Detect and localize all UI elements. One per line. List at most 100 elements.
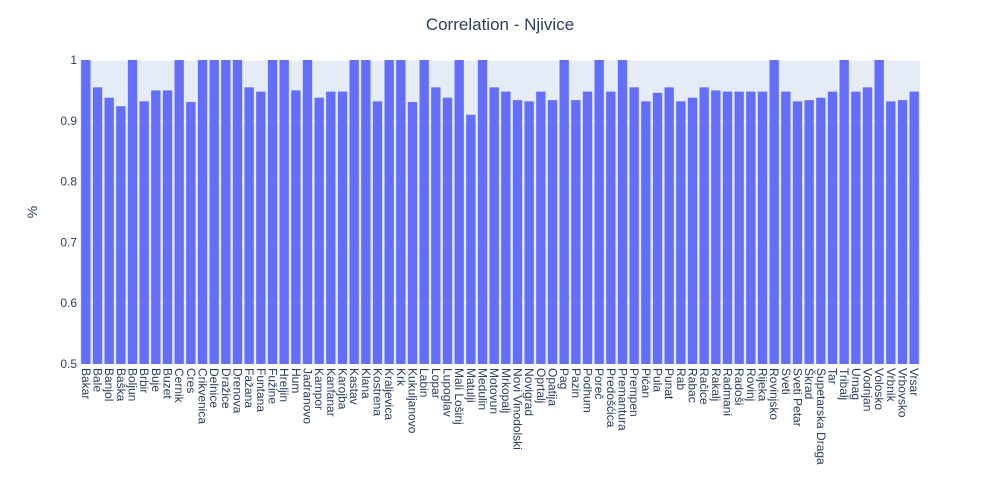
x-tick-label: Lupoglav — [441, 368, 455, 417]
bar[interactable] — [162, 90, 173, 365]
bar[interactable] — [127, 60, 138, 364]
bar[interactable] — [769, 60, 779, 364]
bar[interactable] — [909, 91, 919, 364]
bar[interactable] — [512, 100, 523, 365]
x-tick-label: Supetarska Draga — [814, 368, 828, 465]
bar[interactable] — [559, 60, 569, 364]
bar[interactable] — [886, 101, 896, 365]
bar[interactable] — [291, 90, 301, 365]
x-tick-label: Karojba — [336, 368, 350, 410]
bar[interactable] — [302, 60, 313, 364]
x-tick-label: Vrbovsko — [896, 368, 910, 418]
bar[interactable] — [839, 60, 849, 364]
bar[interactable] — [326, 91, 336, 364]
bar[interactable] — [279, 60, 289, 364]
bar[interactable] — [349, 60, 359, 364]
bar[interactable] — [862, 87, 873, 365]
bar[interactable] — [851, 91, 861, 364]
x-tick-label: Crikvenica — [196, 368, 210, 424]
bar[interactable] — [781, 91, 791, 364]
bar[interactable] — [816, 97, 826, 365]
bar[interactable] — [582, 91, 593, 364]
bar[interactable] — [617, 60, 628, 364]
bar[interactable] — [384, 60, 394, 364]
y-tick-label: 0.8 — [60, 175, 77, 189]
bar[interactable] — [606, 91, 616, 364]
bar[interactable] — [827, 91, 838, 364]
x-tick-label: Medulin — [476, 368, 490, 410]
bar[interactable] — [699, 87, 709, 365]
bar[interactable] — [337, 91, 348, 364]
bar[interactable] — [746, 91, 756, 364]
bar[interactable] — [722, 91, 733, 364]
bar[interactable] — [571, 100, 581, 365]
bar[interactable] — [431, 87, 441, 365]
bar[interactable] — [104, 97, 114, 365]
bar[interactable] — [174, 60, 184, 364]
bar[interactable] — [419, 60, 429, 364]
x-tick-label: Pazin — [569, 368, 583, 398]
plot-area — [80, 60, 920, 364]
x-tick-label: Vrsar — [907, 368, 921, 396]
x-tick-label: Punat — [662, 368, 676, 400]
bar[interactable] — [466, 114, 476, 364]
bar[interactable] — [151, 90, 161, 365]
x-tick-label: Rakalj — [709, 368, 723, 401]
bar[interactable] — [547, 100, 558, 365]
bar[interactable] — [116, 106, 126, 364]
bar[interactable] — [524, 101, 534, 365]
x-tick-label: Volosko — [872, 368, 886, 410]
bar[interactable] — [676, 101, 686, 365]
bar[interactable] — [372, 101, 383, 365]
x-tick-label: Cernik — [172, 368, 186, 404]
bar[interactable] — [407, 101, 418, 365]
bar[interactable] — [641, 101, 651, 365]
bar[interactable] — [874, 60, 884, 364]
chart-title: Correlation - Njivice — [426, 15, 574, 34]
bar[interactable] — [232, 60, 243, 364]
x-tick-label: Lopar — [429, 368, 443, 399]
y-tick-label: 0.5 — [60, 357, 77, 371]
bar[interactable] — [477, 60, 488, 364]
bar[interactable] — [256, 91, 266, 364]
x-tick-label: Banjol — [102, 368, 116, 401]
bar[interactable] — [897, 100, 908, 365]
bar[interactable] — [792, 101, 803, 365]
bar[interactable] — [244, 87, 254, 365]
bar[interactable] — [92, 87, 103, 365]
bar[interactable] — [501, 91, 511, 364]
bar[interactable] — [664, 87, 674, 365]
x-tick-label: Podhum — [581, 368, 595, 413]
bar[interactable] — [221, 60, 231, 364]
bar[interactable] — [396, 60, 406, 364]
bar[interactable] — [442, 97, 453, 365]
bar[interactable] — [734, 91, 744, 364]
x-tick-label: Fažana — [242, 368, 256, 408]
bar[interactable] — [361, 60, 371, 364]
bar[interactable] — [804, 100, 814, 365]
bar[interactable] — [652, 92, 663, 364]
x-tick-label: Predošćica — [604, 368, 618, 428]
bar[interactable] — [594, 60, 604, 364]
x-tick-label: Opatija — [546, 368, 560, 406]
x-tick-label: Novigrad — [522, 368, 536, 416]
x-tick-label: Hreljin — [277, 368, 291, 402]
bar[interactable] — [757, 91, 768, 364]
bar[interactable] — [209, 60, 219, 364]
x-tick-label: Kampor — [312, 368, 326, 410]
x-tick-label: Radmani — [721, 368, 735, 416]
bar[interactable] — [81, 60, 91, 364]
bar[interactable] — [489, 87, 499, 365]
x-tick-label: Labin — [417, 368, 431, 397]
bar[interactable] — [687, 97, 698, 365]
bar[interactable] — [197, 60, 208, 364]
bar[interactable] — [314, 97, 324, 365]
bar[interactable] — [139, 101, 149, 365]
bar[interactable] — [711, 90, 721, 365]
bar[interactable] — [536, 91, 546, 364]
bar[interactable] — [267, 60, 278, 364]
bar[interactable] — [629, 87, 639, 365]
bar[interactable] — [454, 60, 464, 364]
bar[interactable] — [186, 101, 196, 365]
